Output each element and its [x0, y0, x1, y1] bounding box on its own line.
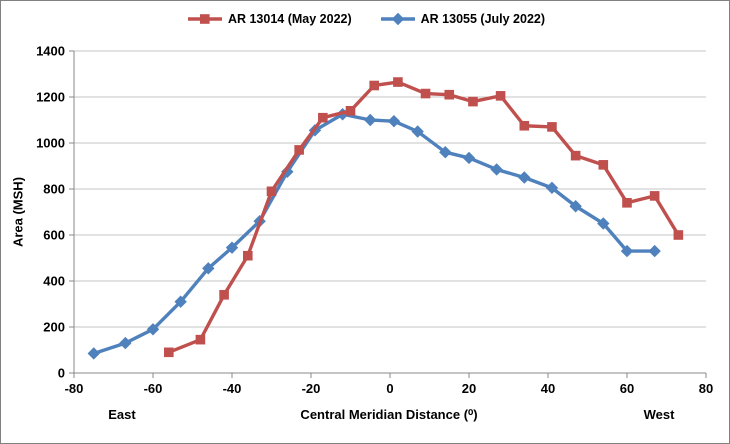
- x-tick-label: 60: [620, 381, 634, 396]
- data-point-square-marker: [495, 91, 506, 101]
- data-point-square-marker: [519, 120, 530, 131]
- data-point-square-marker: [468, 96, 478, 107]
- y-tick-label: 1200: [36, 90, 65, 105]
- data-point-diamond-marker: [648, 244, 661, 258]
- x-tick-label: -40: [223, 381, 242, 396]
- y-tick-label: 800: [43, 182, 65, 197]
- data-point-diamond-marker: [174, 295, 187, 308]
- data-point-diamond-marker: [387, 114, 401, 128]
- data-point-diamond-marker: [225, 241, 239, 254]
- data-point-square-marker: [673, 230, 684, 240]
- y-tick-label: 400: [43, 274, 65, 289]
- data-point-diamond-marker: [119, 336, 132, 350]
- series-line-ar13014: [167, 80, 681, 354]
- data-point-square-marker: [570, 150, 581, 161]
- data-point-diamond-marker: [518, 171, 531, 184]
- data-point-square-marker: [219, 290, 229, 300]
- legend-label-ar13055: AR 13055 (July 2022): [420, 12, 546, 26]
- x-tick-label: -60: [144, 381, 163, 396]
- data-point-diamond-marker: [146, 323, 160, 336]
- data-point-square-marker: [393, 77, 403, 87]
- data-point-square-marker: [420, 88, 431, 99]
- x-axis-label-east: East: [108, 407, 136, 422]
- data-point-diamond-marker: [364, 113, 377, 127]
- data-point-diamond-marker: [490, 163, 503, 176]
- data-point-diamond-marker: [569, 200, 582, 213]
- data-point-diamond-marker: [202, 262, 215, 275]
- data-point-square-marker: [266, 186, 277, 197]
- data-point-diamond-marker: [620, 244, 634, 258]
- data-point-square-marker: [243, 250, 253, 261]
- x-tick-label: -20: [302, 381, 321, 396]
- data-point-square-marker: [598, 160, 609, 170]
- legend-label-ar13014: AR 13014 (May 2022): [227, 12, 352, 26]
- y-axis-title: Area (MSH): [10, 176, 26, 248]
- data-point-square-marker: [345, 106, 356, 116]
- x-axis-label-west: West: [643, 407, 675, 422]
- data-point-diamond-marker: [597, 217, 610, 230]
- x-tick-label: 40: [541, 381, 555, 396]
- legend-diamond-marker-icon: [380, 12, 415, 26]
- y-tick-label: 1000: [36, 136, 65, 151]
- legend-entry-ar13055[interactable]: AR 13055 (July 2022): [380, 12, 545, 26]
- y-tick-label: 600: [43, 228, 65, 243]
- data-point-diamond-marker: [462, 151, 476, 165]
- data-point-diamond-marker: [87, 347, 100, 360]
- x-axis-title: Central Meridian Distance (⁰): [300, 407, 478, 422]
- x-tick-label: -80: [65, 381, 84, 396]
- data-point-square-marker: [294, 145, 304, 155]
- data-point-square-marker: [547, 122, 557, 132]
- series-line-ar13055: [92, 112, 657, 356]
- data-point-square-marker: [649, 191, 660, 201]
- legend-entry-ar13014[interactable]: AR 13014 (May 2022): [187, 12, 352, 26]
- x-tick-label: 80: [699, 381, 713, 396]
- legend: AR 13014 (May 2022) AR 13055 (July 2022): [1, 12, 729, 26]
- data-point-square-marker: [369, 80, 379, 91]
- data-point-diamond-marker: [439, 146, 452, 159]
- data-point-square-marker: [622, 198, 632, 208]
- x-tick-label: 0: [386, 381, 393, 396]
- data-point-square-marker: [164, 347, 174, 358]
- data-point-square-marker: [318, 112, 328, 123]
- y-tick-label: 1400: [36, 44, 65, 59]
- y-tick-label: 0: [58, 366, 65, 381]
- x-tick-label: 20: [462, 381, 476, 396]
- legend-square-marker-icon: [187, 14, 222, 24]
- y-tick-label: 200: [43, 320, 65, 335]
- data-point-square-marker: [444, 89, 455, 100]
- data-point-diamond-marker: [545, 181, 559, 195]
- data-point-square-marker: [195, 334, 206, 345]
